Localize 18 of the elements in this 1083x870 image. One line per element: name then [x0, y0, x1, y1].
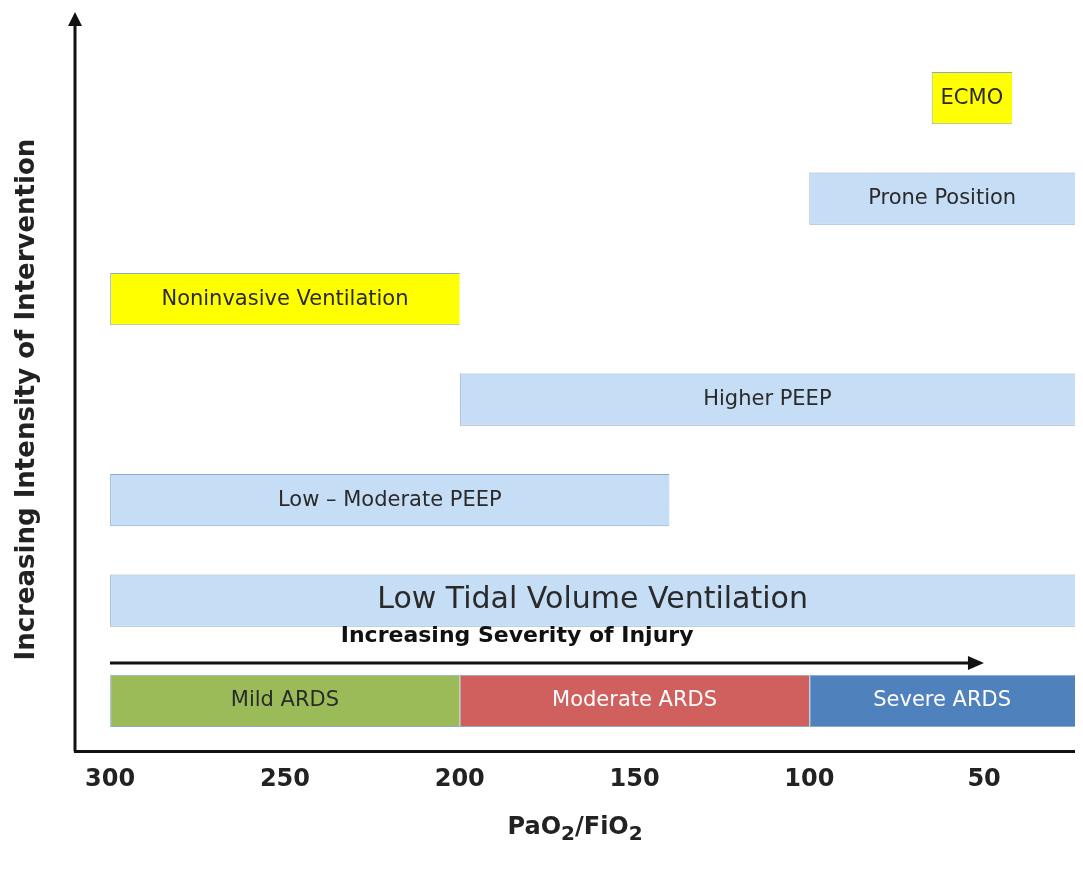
x-axis-title: PaO$_{2}$/FiO$_{2}$ — [506, 812, 644, 845]
data-label: Moderate ARDS — [552, 687, 718, 712]
data-label: Prone Position — [868, 185, 1017, 210]
annotation: Increasing Severity of Injury — [340, 622, 694, 648]
x-tick-label: 200 — [434, 763, 485, 792]
x-tick-label: 150 — [609, 763, 660, 792]
y-axis-title: Increasing Intensity of Intervention — [10, 138, 41, 661]
data-label: Higher PEEP — [703, 386, 832, 411]
data-label: Low – Moderate PEEP — [278, 486, 502, 511]
x-tick-label: 100 — [784, 763, 835, 792]
data-label: Noninvasive Ventilation — [161, 285, 409, 310]
data-label: Mild ARDS — [230, 687, 340, 712]
data-label: Severe ARDS — [873, 687, 1012, 712]
x-tick-label: 300 — [85, 763, 136, 792]
x-tick-label: 50 — [967, 763, 1001, 792]
x-tick-label: 250 — [259, 763, 310, 792]
data-label: ECMO — [940, 84, 1004, 109]
data-label: Low Tidal Volume Ventilation — [377, 580, 808, 616]
